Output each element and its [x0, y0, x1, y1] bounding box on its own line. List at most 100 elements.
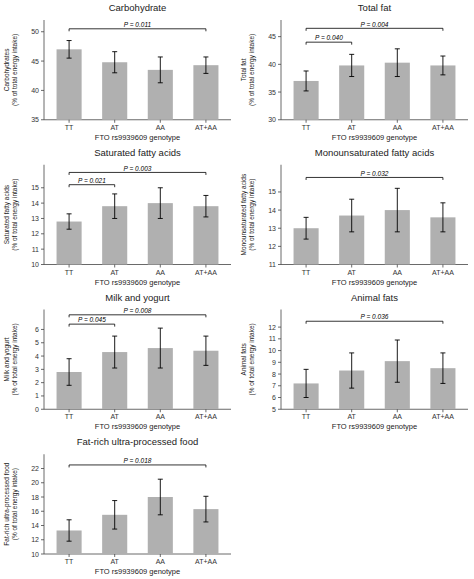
error-cap — [203, 56, 208, 57]
y-tick — [41, 329, 44, 330]
error-bar — [440, 203, 445, 232]
error-line — [69, 41, 70, 59]
error-bar — [349, 353, 354, 388]
error-bar — [112, 336, 117, 368]
y-tick — [41, 218, 44, 219]
x-tick-label: AT+AA — [432, 124, 454, 131]
x-tick-label: AT — [110, 124, 119, 131]
y-tick-label: 35 — [268, 89, 276, 96]
y-tick — [278, 64, 281, 65]
error-cap — [395, 231, 400, 232]
x-tick-label: TT — [65, 269, 74, 276]
y-tick — [278, 92, 281, 93]
error-cap — [158, 56, 163, 57]
x-tick — [205, 409, 206, 412]
x-tick — [397, 265, 398, 268]
x-tick — [160, 554, 161, 557]
subplot: Milk and yogurt0123456TTATAAAT+AAFTO rs9… — [3, 292, 231, 432]
y-tick-label: 3 — [35, 366, 39, 373]
error-line — [160, 328, 161, 368]
y-tick-label: 12 — [268, 324, 276, 331]
error-cap — [158, 82, 163, 83]
x-tick — [205, 554, 206, 557]
error-line — [397, 340, 398, 382]
y-axis — [44, 454, 45, 554]
bar — [193, 65, 218, 120]
y-tick — [41, 31, 44, 32]
y-tick — [278, 350, 281, 351]
y-tick-label: 10 — [268, 347, 276, 354]
error-line — [160, 57, 161, 83]
error-cap — [203, 365, 208, 366]
y-tick — [41, 539, 44, 540]
error-cap — [112, 72, 117, 73]
error-cap — [395, 76, 400, 77]
error-line — [306, 71, 307, 91]
error-cap — [203, 521, 208, 522]
x-tick — [114, 120, 115, 123]
y-label-line: (% of total energy intake) — [11, 323, 19, 395]
significance-label: P = 0.045 — [78, 316, 106, 323]
y-tick-label: 45 — [31, 58, 39, 65]
x-tick — [442, 120, 443, 123]
error-cap — [112, 336, 117, 337]
y-tick-label: 10 — [31, 551, 39, 558]
y-tick-label: 13 — [31, 215, 39, 222]
error-bar — [203, 496, 208, 522]
x-label: FTO rs9939609 genotype — [332, 278, 417, 287]
significance-label: P = 0.008 — [124, 307, 152, 314]
error-line — [351, 353, 352, 388]
error-cap — [349, 199, 354, 200]
x-tick-label: AT — [347, 124, 356, 131]
error-cap — [67, 40, 72, 41]
y-tick — [278, 397, 281, 398]
x-tick — [205, 265, 206, 268]
error-cap — [349, 231, 354, 232]
error-cap — [67, 541, 72, 542]
error-line — [205, 336, 206, 365]
x-tick — [306, 265, 307, 268]
title: Fat-rich ultra-processed food — [77, 436, 198, 447]
subplot: Fat-rich ultra-processed food10121416182… — [3, 436, 231, 579]
significance-bracket — [306, 321, 443, 323]
error-cap — [395, 340, 400, 341]
error-line — [114, 194, 115, 219]
error-cap — [67, 58, 72, 59]
y-tick-label: 13 — [268, 225, 276, 232]
x-label: FTO rs9939609 genotype — [332, 133, 417, 142]
y-tick — [278, 385, 281, 386]
x-tick — [351, 265, 352, 268]
significance-label: P = 0.004 — [361, 21, 389, 28]
x-tick-label: AT — [347, 269, 356, 276]
y-tick-label: 22 — [31, 465, 39, 472]
y-axis — [44, 310, 45, 410]
y-label: Animal fats(% of total energy intake) — [240, 323, 256, 395]
y-tick — [41, 342, 44, 343]
x-tick-label: AA — [156, 558, 166, 565]
x-tick — [442, 265, 443, 268]
significance-bracket — [306, 42, 352, 44]
significance-bracket — [69, 29, 206, 31]
y-tick — [41, 554, 44, 555]
error-bar — [349, 199, 354, 232]
error-line — [114, 336, 115, 368]
x-tick-label: AT+AA — [195, 269, 217, 276]
error-cap — [304, 217, 309, 218]
y-axis — [281, 310, 282, 410]
x-tick — [160, 120, 161, 123]
error-line — [306, 369, 307, 397]
error-bar — [349, 54, 354, 76]
y-tick-label: 4 — [35, 353, 39, 360]
title: Monounsaturated fatty acids — [315, 147, 435, 158]
y-label-line: Total fat — [240, 58, 247, 81]
error-bar — [203, 195, 208, 216]
error-bar — [67, 41, 72, 59]
error-bar — [158, 328, 163, 368]
error-cap — [112, 529, 117, 530]
y-tick-label: 14 — [31, 522, 39, 529]
y-tick-label: 15 — [268, 188, 276, 195]
error-cap — [158, 368, 163, 369]
title: Milk and yogurt — [105, 292, 170, 303]
error-cap — [395, 48, 400, 49]
y-tick-label: 11 — [32, 246, 39, 253]
